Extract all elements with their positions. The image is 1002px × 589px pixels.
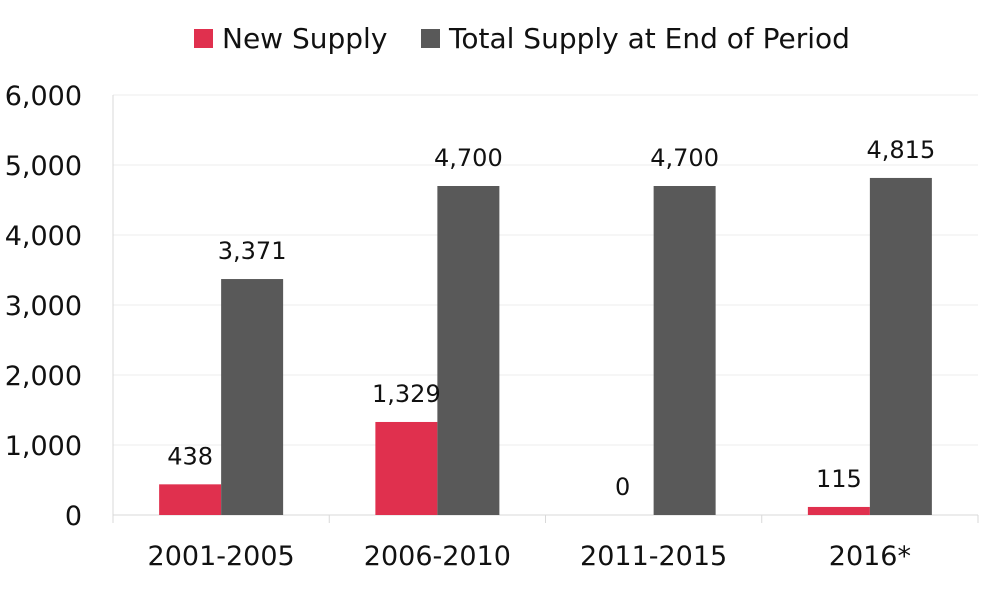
bar-total-supply-0	[221, 279, 284, 515]
data-label: 1,329	[372, 380, 441, 408]
bar-total-supply-3	[869, 177, 932, 515]
legend-swatch	[421, 29, 440, 48]
bars	[159, 177, 932, 515]
y-tick-label: 2,000	[5, 361, 82, 392]
bar-total-supply-1	[437, 186, 500, 515]
bar-new-supply-0	[159, 484, 222, 515]
y-tick-label: 4,000	[5, 221, 82, 252]
y-axis-ticks: 0 1,000 2,000 3,000 4,000 5,000 6,000	[5, 81, 82, 532]
bar-new-supply-1	[375, 421, 438, 515]
legend: New Supply Total Supply at End of Period	[194, 22, 850, 55]
data-labels: 438 3,371 1,329 4,700 0 4,700 115 4,815	[167, 136, 935, 501]
x-tick-label: 2006-2010	[364, 541, 511, 572]
bar-new-supply-3	[807, 506, 870, 515]
x-tick-label: 2016*	[829, 541, 911, 572]
data-label: 115	[816, 465, 862, 493]
data-label: 4,700	[650, 144, 719, 172]
data-label: 3,371	[218, 237, 287, 265]
x-tick-label: 2011-2015	[580, 541, 727, 572]
y-tick-label: 3,000	[5, 291, 82, 322]
y-tick-label: 5,000	[5, 151, 82, 182]
legend-label: Total Supply at End of Period	[448, 22, 850, 55]
legend-label: New Supply	[222, 22, 387, 55]
y-tick-label: 0	[65, 501, 82, 532]
legend-swatch	[194, 29, 213, 48]
x-tick-label: 2001-2005	[148, 541, 295, 572]
data-label: 438	[167, 442, 213, 470]
y-tick-label: 1,000	[5, 431, 82, 462]
x-axis-ticks: 2001-2005 2006-2010 2011-2015 2016*	[148, 541, 911, 572]
y-tick-label: 6,000	[5, 81, 82, 112]
bar-total-supply-2	[653, 186, 716, 515]
data-label: 4,700	[434, 144, 503, 172]
data-label: 4,815	[867, 136, 936, 164]
data-label: 0	[615, 473, 630, 501]
